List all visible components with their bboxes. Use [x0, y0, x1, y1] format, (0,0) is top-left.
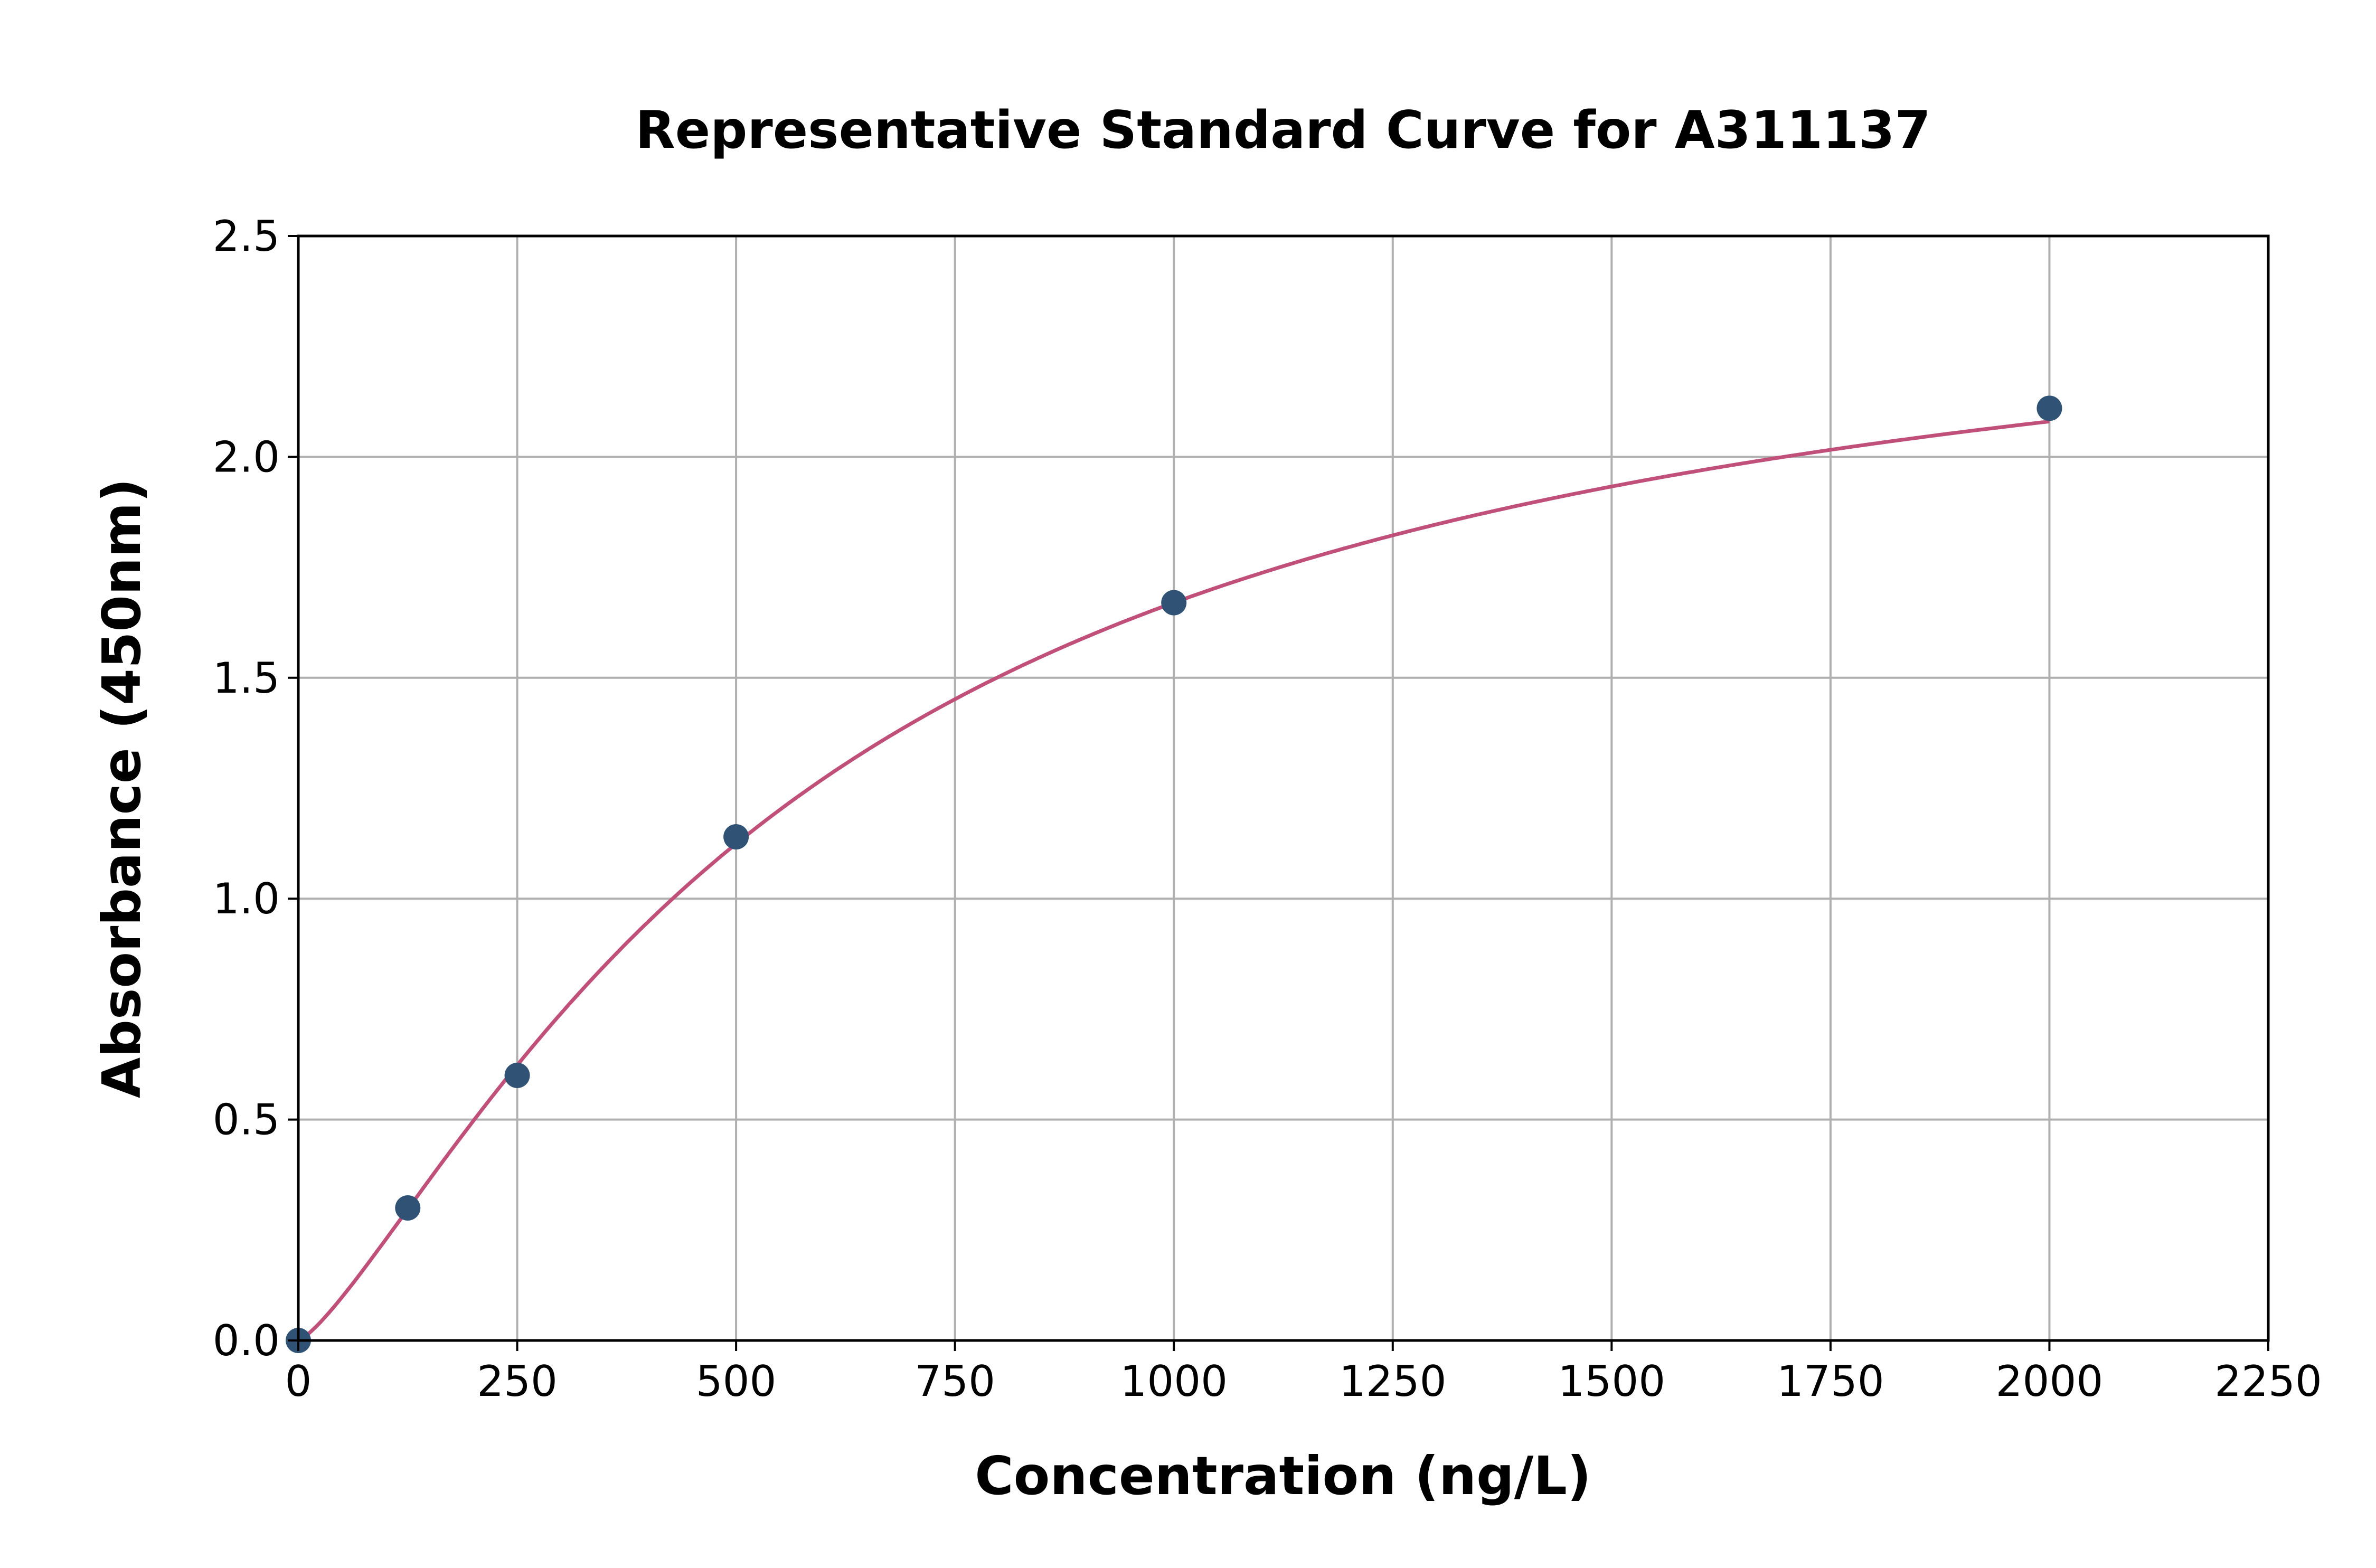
data-points — [286, 395, 2062, 1353]
chart-title: Representative Standard Curve for A31113… — [635, 100, 1930, 160]
y-tick-label: 2.5 — [213, 212, 280, 261]
data-point — [1161, 590, 1187, 616]
y-axis-ticks: 0.0 0.5 1.0 1.5 2.0 2.5 — [213, 212, 298, 1365]
x-tick-label: 1000 — [1120, 1357, 1228, 1406]
y-tick-label: 2.0 — [213, 432, 280, 481]
data-point — [2036, 395, 2062, 421]
y-tick-label: 0.5 — [213, 1095, 280, 1145]
y-tick-label: 1.0 — [213, 874, 280, 923]
x-tick-label: 1750 — [1777, 1357, 1884, 1406]
x-tick-label: 250 — [477, 1357, 558, 1406]
x-tick-label: 500 — [696, 1357, 777, 1406]
x-tick-label: 750 — [914, 1357, 995, 1406]
plot-frame — [297, 234, 2270, 1342]
grid — [297, 235, 2269, 1342]
data-point — [504, 1062, 530, 1088]
x-tick-label: 1500 — [1558, 1357, 1666, 1406]
y-axis-label: Absorbance (450nm) — [91, 478, 153, 1098]
x-axis-label: Concentration (ng/L) — [975, 1445, 1591, 1507]
x-tick-label: 0 — [285, 1357, 312, 1406]
y-tick-label: 1.5 — [213, 654, 280, 703]
x-axis-ticks: 0 250 500 750 1000 1250 1500 1750 2000 2250 — [285, 1340, 2322, 1406]
data-point — [395, 1195, 421, 1221]
y-tick-label: 0.0 — [213, 1316, 280, 1365]
x-tick-label: 2250 — [2214, 1357, 2322, 1406]
data-point — [723, 824, 749, 850]
x-tick-label: 1250 — [1339, 1357, 1447, 1406]
x-tick-label: 2000 — [1996, 1357, 2104, 1406]
